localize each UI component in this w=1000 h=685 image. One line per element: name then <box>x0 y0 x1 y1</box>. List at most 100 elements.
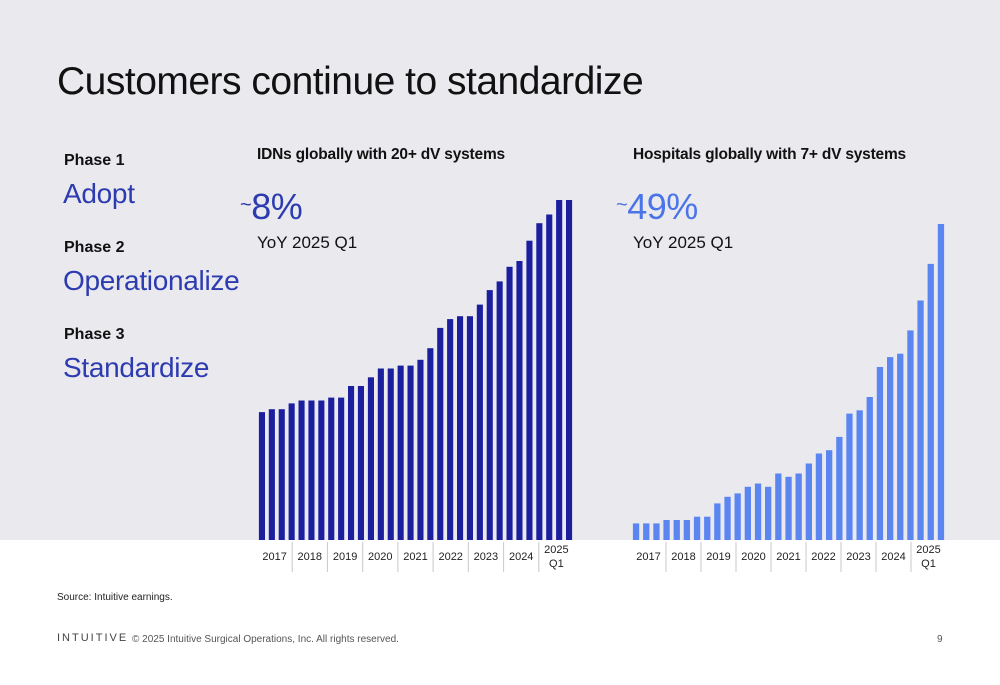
hospital-tick-label-8-1: Q1 <box>921 558 936 570</box>
phase-3-name: Standardize <box>63 352 210 383</box>
hospital-bar-12 <box>754 483 762 540</box>
source-note: Source: Intuitive earnings. <box>57 592 173 603</box>
idn-bar-22 <box>476 304 483 540</box>
idn-bar-25 <box>506 266 513 540</box>
hospital-bar-10 <box>734 493 741 540</box>
page-number: 9 <box>937 634 943 645</box>
idn-bar-7 <box>328 397 335 540</box>
hospital-bar-5 <box>683 520 690 540</box>
idn-tick-label-3: 2020 <box>368 551 392 563</box>
idn-tick-label-8-0: 2025 <box>544 544 568 556</box>
hospital-bar-1 <box>643 523 650 540</box>
hospital-bar-24 <box>876 367 884 540</box>
idn-bar-2 <box>278 409 285 540</box>
hospital-bar-29 <box>927 263 934 540</box>
hospital-bar-0 <box>632 523 640 540</box>
idn-bar-6 <box>318 400 325 540</box>
phase-3-label: Phase 3 <box>64 326 125 343</box>
idn-tick-label-8-1: Q1 <box>549 558 564 570</box>
idn-bar-0 <box>258 412 265 540</box>
intuitive-logo: INTUITIVE <box>57 632 129 644</box>
phase-2-label: Phase 2 <box>64 239 125 256</box>
idn-bar-13 <box>387 368 394 540</box>
phase-1-label: Phase 1 <box>64 152 125 169</box>
idn-tick-label-7: 2024 <box>509 551 533 563</box>
hospital-bar-6 <box>693 516 701 540</box>
idn-bar-18 <box>437 327 444 540</box>
idn-bar-17 <box>427 348 434 540</box>
hospital-tick-label-7: 2024 <box>881 551 905 563</box>
hospital-bar-13 <box>765 486 772 540</box>
idn-bar-16 <box>417 359 424 540</box>
hospital-bar-18 <box>815 453 823 540</box>
hospital-tick-label-1: 2018 <box>671 551 695 563</box>
hospital-bar-22 <box>856 410 863 540</box>
idn-bar-28 <box>536 223 543 540</box>
idn-tick-label-0: 2017 <box>262 551 286 563</box>
hospital-bar-17 <box>805 463 812 540</box>
hospital-bar-30 <box>937 224 945 540</box>
hospital-stat-caption: YoY 2025 Q1 <box>633 233 734 252</box>
footer-area <box>0 574 1000 685</box>
idn-stat-value: ~8% <box>240 186 303 228</box>
idn-bar-29 <box>546 214 553 540</box>
hospital-bar-2 <box>653 523 660 540</box>
idn-bar-31 <box>566 200 573 540</box>
hospital-bar-4 <box>673 520 680 540</box>
idn-stat-tilde: ~ <box>240 194 252 216</box>
hospital-bar-3 <box>663 520 670 540</box>
idn-bar-10 <box>357 386 364 540</box>
idn-bar-24 <box>496 281 503 540</box>
phase-1-name: Adopt <box>63 178 135 209</box>
idn-bar-26 <box>516 261 523 540</box>
idn-bar-12 <box>377 368 384 540</box>
hospital-tick-label-5: 2022 <box>811 551 835 563</box>
hospital-stat-number: 49% <box>627 186 698 227</box>
hospital-chart-title: Hospitals globally with 7+ dV systems <box>633 146 906 163</box>
hospital-bar-21 <box>846 413 853 540</box>
idn-bar-3 <box>288 403 295 540</box>
idn-stat-number: 8% <box>251 186 303 227</box>
idn-bar-4 <box>298 400 305 540</box>
idn-chart-title: IDNs globally with 20+ dV systems <box>257 146 505 163</box>
idn-bar-21 <box>466 316 473 540</box>
hospital-tick-label-8-0: 2025 <box>916 544 940 556</box>
idn-stat-caption: YoY 2025 Q1 <box>257 233 358 252</box>
axis-band <box>0 540 1000 574</box>
hospital-bar-23 <box>866 397 873 540</box>
hospital-stat-value: ~49% <box>616 186 698 228</box>
hospital-tick-label-4: 2021 <box>776 551 800 563</box>
idn-tick-label-5: 2022 <box>438 551 462 563</box>
hospital-tick-label-2: 2019 <box>706 551 730 563</box>
idn-tick-label-2: 2019 <box>333 551 357 563</box>
slide-title: Customers continue to standardize <box>57 60 644 103</box>
hospital-tick-label-3: 2020 <box>741 551 765 563</box>
idn-bar-1 <box>268 409 275 540</box>
idn-bar-23 <box>486 290 493 540</box>
hospital-stat-tilde: ~ <box>616 194 628 216</box>
idn-bar-30 <box>556 200 563 540</box>
copyright-text: © 2025 Intuitive Surgical Operations, In… <box>132 634 399 645</box>
hospital-bar-26 <box>897 353 904 540</box>
idn-bar-5 <box>308 400 315 540</box>
hospital-bar-16 <box>795 473 802 540</box>
hospital-bar-28 <box>917 300 924 540</box>
idn-bar-14 <box>397 365 404 540</box>
hospital-bar-19 <box>826 450 833 540</box>
idn-bar-20 <box>457 316 464 540</box>
idn-bar-27 <box>526 240 533 540</box>
hospital-bar-11 <box>744 486 751 540</box>
hospital-tick-label-0: 2017 <box>636 551 660 563</box>
idn-tick-label-6: 2023 <box>474 551 498 563</box>
idn-tick-label-4: 2021 <box>403 551 427 563</box>
hospital-bar-8 <box>714 503 721 540</box>
hospital-tick-label-6: 2023 <box>846 551 870 563</box>
idn-bar-11 <box>367 377 374 540</box>
hospital-bar-9 <box>724 496 731 540</box>
idn-bar-19 <box>447 319 454 540</box>
idn-bar-15 <box>407 365 414 540</box>
idn-tick-label-1: 2018 <box>298 551 322 563</box>
hospital-bar-27 <box>907 330 914 540</box>
hospital-bar-15 <box>785 476 792 540</box>
